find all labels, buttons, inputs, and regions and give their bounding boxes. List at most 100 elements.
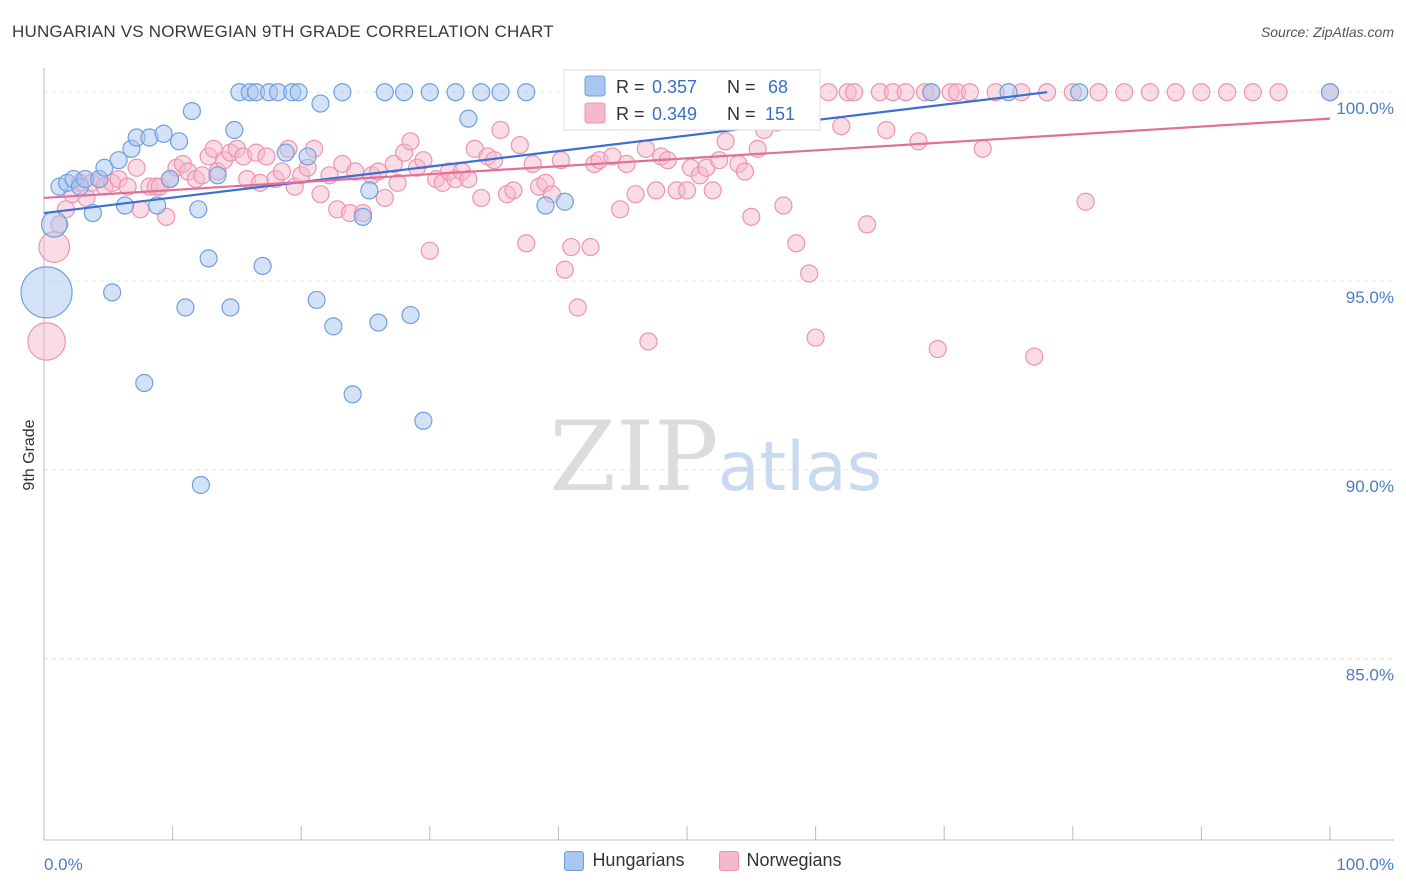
point-hungarians-56 (517, 83, 536, 102)
trend-lines (43, 91, 1331, 215)
point-hungarians-12 (115, 196, 135, 215)
bottom-legend-label-norwegians: Norwegians (746, 850, 842, 870)
point-hungarians-9 (95, 158, 114, 177)
y-tick-label-3: 85.0% (1346, 666, 1394, 685)
point-norwegians-106 (742, 207, 761, 226)
point-norwegians-54 (388, 173, 407, 192)
point-norwegians-90 (636, 139, 655, 158)
point-norwegians-105 (735, 162, 754, 181)
point-hungarians-54 (472, 83, 491, 102)
point-hungarians-66 (1070, 83, 1089, 102)
point-norwegians-140 (1140, 83, 1160, 102)
point-hungarians-67 (1320, 83, 1340, 102)
y-tick-label-2: 90.0% (1346, 477, 1394, 496)
point-hungarians-10 (103, 283, 122, 302)
point-norwegians-139 (1115, 83, 1134, 102)
point-hungarians-48 (394, 83, 414, 102)
point-norwegians-81 (562, 237, 581, 257)
bottom-legend-swatch-norwegians (718, 850, 739, 871)
point-norwegians-131 (973, 139, 992, 158)
point-norwegians-58 (414, 151, 433, 170)
point-norwegians-92 (647, 181, 666, 200)
point-norwegians-12 (118, 177, 137, 196)
point-norwegians-59 (420, 241, 439, 260)
source-label: Source: ZipAtlas.com (1260, 24, 1394, 40)
legend-swatch-norwegians (584, 102, 606, 124)
point-norwegians-73 (510, 135, 529, 155)
bottom-legend-swatch-hungarians (564, 850, 585, 871)
legend-n-value-norwegians: 151 (765, 104, 795, 124)
point-norwegians-130 (960, 83, 980, 102)
point-norwegians-43 (311, 185, 330, 204)
point-hungarians-64 (922, 83, 941, 102)
point-norwegians-53 (384, 154, 403, 174)
point-hungarians-38 (298, 147, 317, 166)
point-hungarians-23 (189, 200, 208, 219)
point-hungarians-1 (40, 211, 68, 238)
point-norwegians-144 (1243, 83, 1262, 102)
point-hungarians-17 (148, 196, 167, 215)
chart-title: HUNGARIAN VS NORWEGIAN 9TH GRADE CORRELA… (12, 22, 554, 41)
x-tick-labels: 0.0% 100.0% (44, 855, 1394, 874)
point-norwegians-52 (375, 188, 394, 208)
point-norwegians-141 (1166, 83, 1185, 102)
point-norwegians-134 (1025, 347, 1044, 366)
point-hungarians-25 (199, 249, 218, 268)
point-norwegians-35 (257, 147, 276, 166)
point-hungarians-55 (491, 83, 510, 102)
legend-swatch-hungarians (584, 75, 606, 97)
series-hungarians-points (20, 83, 1340, 495)
bottom-legend-item-hungarians[interactable]: Hungarians (564, 850, 685, 871)
point-norwegians-118 (845, 83, 864, 102)
point-hungarians-46 (369, 313, 388, 332)
point-hungarians-45 (360, 181, 379, 200)
point-hungarians-53 (459, 109, 478, 128)
point-norwegians-121 (877, 120, 896, 140)
watermark: ZIP atlas (549, 401, 882, 513)
point-norwegians-114 (806, 328, 825, 347)
point-norwegians-103 (716, 132, 735, 151)
y-axis-label: 9th Grade (21, 419, 38, 490)
point-hungarians-41 (324, 317, 343, 336)
point-hungarians-18 (154, 124, 173, 143)
point-hungarians-24 (191, 475, 210, 495)
point-hungarians-44 (353, 207, 373, 226)
point-hungarians-21 (176, 298, 195, 317)
point-hungarians-15 (135, 373, 154, 393)
x-tick-label-right: 100.0% (1336, 855, 1394, 874)
point-hungarians-11 (109, 151, 128, 170)
point-norwegians-101 (703, 181, 722, 200)
legend-frame (563, 69, 821, 131)
point-norwegians-119 (857, 215, 877, 234)
y-tick-label-0: 100.0% (1336, 99, 1394, 118)
point-hungarians-58 (555, 192, 574, 211)
point-hungarians-35 (276, 143, 295, 162)
legend-r-value-norwegians: 0.349 (652, 104, 697, 124)
point-norwegians-138 (1089, 83, 1108, 102)
bottom-legend-item-norwegians[interactable]: Norwegians (718, 850, 842, 871)
point-hungarians-20 (169, 132, 189, 151)
watermark-zip: ZIP (549, 401, 718, 513)
y-tick-label-1: 95.0% (1346, 288, 1394, 307)
point-hungarians-39 (311, 94, 330, 113)
point-norwegians-111 (787, 234, 806, 253)
point-hungarians-40 (307, 290, 326, 310)
point-hungarians-42 (333, 83, 352, 102)
series-norwegians-points (27, 83, 1340, 366)
point-hungarians-22 (182, 101, 201, 121)
point-hungarians-50 (414, 411, 433, 430)
point-norwegians-0 (27, 322, 66, 361)
point-norwegians-88 (617, 154, 636, 174)
point-hungarians-52 (446, 83, 465, 102)
point-norwegians-70 (491, 120, 510, 140)
point-hungarians-49 (401, 305, 420, 325)
point-norwegians-113 (800, 264, 819, 283)
point-norwegians-13 (127, 158, 146, 177)
point-hungarians-27 (221, 298, 240, 317)
point-norwegians-115 (819, 83, 838, 102)
point-norwegians-127 (928, 339, 947, 359)
point-norwegians-37 (272, 162, 292, 181)
point-norwegians-142 (1192, 83, 1211, 102)
legend-n-value-hungarians: 68 (768, 77, 788, 97)
